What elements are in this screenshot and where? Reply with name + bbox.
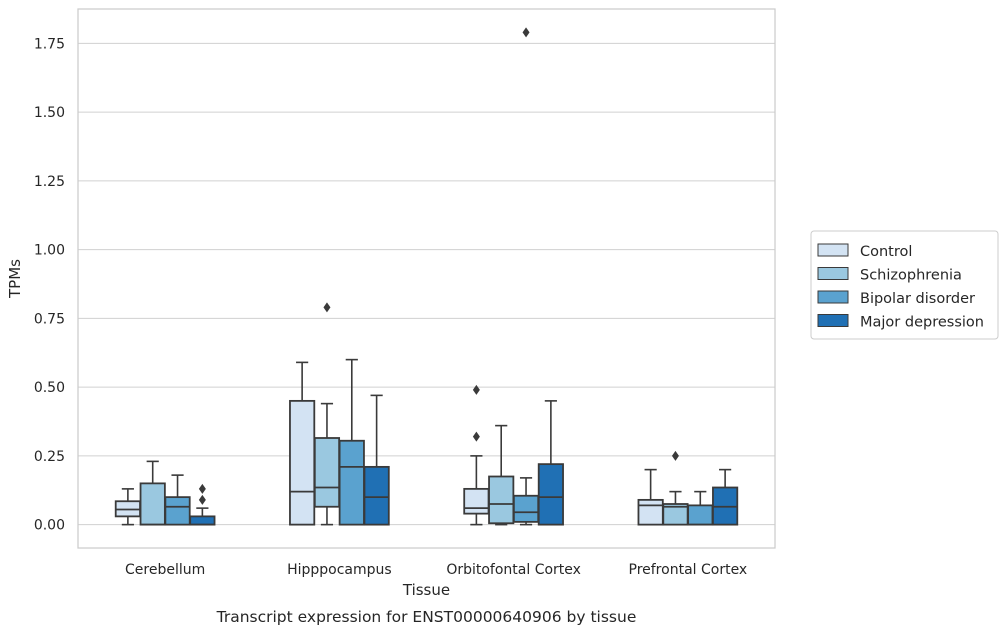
box-group [463,384,490,526]
y-tick-label: 1.75 [34,36,65,52]
legend-swatch [817,290,849,304]
outlier-point [472,431,480,442]
chart-caption: Transcript expression for ENST0000064090… [216,608,637,626]
legend: Control Schizophrenia Bipolar disorder Majo… [810,230,999,340]
box [338,439,365,526]
grid-lines [78,42,775,526]
y-tick-label: 0.75 [34,311,65,327]
box [488,475,515,525]
box [537,463,564,526]
box-group [139,460,166,526]
outlier-point [522,27,530,38]
box [463,487,490,515]
y-tick-label: 0.00 [34,518,65,534]
box [687,504,714,526]
box-group [363,394,390,526]
legend-frame [810,230,999,340]
box-group [114,488,141,526]
box-group [712,468,739,526]
plot-frame [77,8,776,549]
x-axis-title: Tissue [402,581,450,599]
box [139,482,166,526]
box [289,399,316,526]
box-group [488,424,515,526]
y-tick-label: 0.25 [34,449,65,465]
x-tick-label: Prefrontal Cortex [629,562,748,578]
box-group [512,27,540,526]
y-tick-label: 1.50 [34,105,65,121]
boxes [114,27,739,526]
outlier-point [323,302,331,313]
box-group [338,358,365,526]
box-group [537,400,564,526]
box [363,465,390,526]
x-axis-ticks: Cerebellum Hipppocampus Orbitofontal Corte… [125,562,747,578]
box-group [637,468,664,526]
legend-label: Bipolar disorder [860,291,975,307]
box-group [164,474,191,526]
y-tick-label: 1.00 [34,243,65,259]
box-group [313,302,341,526]
x-tick-label: Hipppocampus [287,562,392,578]
legend-swatch [817,267,849,280]
legend-label: Major depression [860,315,984,331]
box [313,437,341,508]
y-axis-title: TPMs [6,259,24,299]
box [637,498,664,526]
x-tick-label: Cerebellum [125,562,205,578]
outlier-point [198,483,206,494]
box [164,496,191,526]
box-group [189,483,216,526]
y-tick-label: 1.25 [34,174,65,190]
box-group [289,361,316,526]
outlier-point [198,494,206,505]
outlier-point [472,384,480,395]
x-tick-label: Orbitofontal Cortex [446,562,581,578]
legend-swatch [817,314,849,327]
box-group [662,450,689,526]
legend-swatch [817,243,849,257]
y-axis-ticks: 0.00 0.25 0.50 0.75 1.00 1.25 1.50 1.75 [34,36,65,533]
legend-label: Schizophrenia [860,268,962,284]
y-tick-label: 0.50 [34,380,65,396]
box-group [687,490,714,526]
box [189,515,216,526]
outlier-point [671,450,679,461]
legend-label: Control [860,244,912,260]
box [512,494,540,523]
